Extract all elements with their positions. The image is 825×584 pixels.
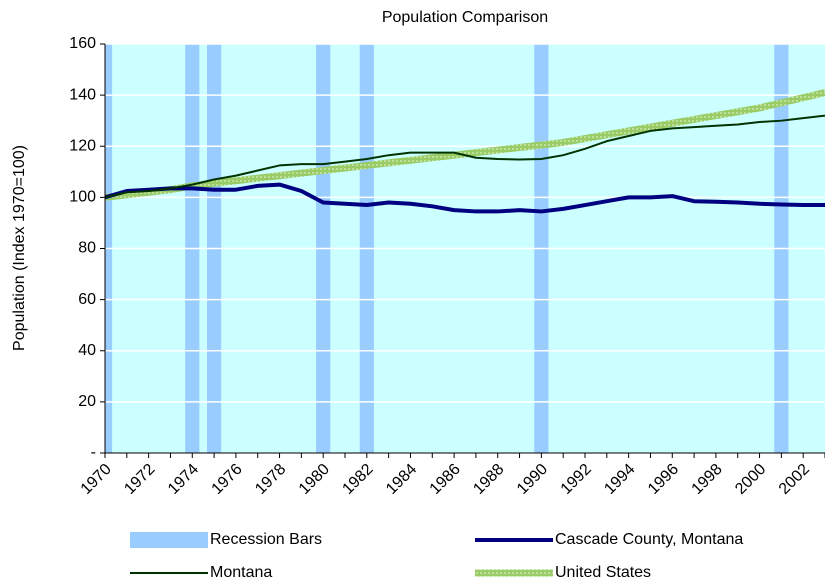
x-tick-label: 1976 [209,461,246,498]
plot [105,44,825,453]
y-tick-label: 80 [78,240,96,257]
x-tick-label: 1986 [427,461,464,498]
x-tick-label: 1998 [689,461,726,498]
legend-label: United States [555,564,651,581]
y-axis-title: Population (Index 1970=100) [11,145,28,351]
x-tick-label: 1974 [165,461,202,498]
x-tick-label: 1988 [470,461,507,498]
series-line [105,182,825,214]
series-line [105,89,825,201]
y-tick-label: 100 [69,189,96,206]
legend-label: Cascade County, Montana [555,531,743,548]
x-tick-label: 1980 [296,461,333,498]
y-tick-label: 40 [78,342,96,359]
series-line [105,114,825,199]
x-tick-label: 1982 [339,461,376,498]
y-tick-label: 160 [69,35,96,52]
x-tick-label: 1972 [121,461,158,498]
legend-label: Recession Bars [210,531,322,548]
legend-label: Montana [210,564,272,581]
x-tick-label: 2002 [776,461,813,498]
x-tick-label: 2000 [732,461,769,498]
x-tick-label: 1978 [252,461,289,498]
legend-swatch [130,532,208,548]
x-tick-label: 1970 [78,461,115,498]
y-tick-label: - [91,444,96,461]
x-tick-label: 1992 [558,461,595,498]
x-tick-label: 1994 [601,461,638,498]
x-tick-label: 1984 [383,461,420,498]
y-tick-label: 120 [69,137,96,154]
y-tick-label: 140 [69,86,96,103]
x-tick-label: 1996 [645,461,682,498]
y-tick-label: 60 [78,291,96,308]
x-tick-label: 1990 [514,461,551,498]
y-tick-label: 20 [78,393,96,410]
chart-title: Population Comparison [382,9,548,26]
